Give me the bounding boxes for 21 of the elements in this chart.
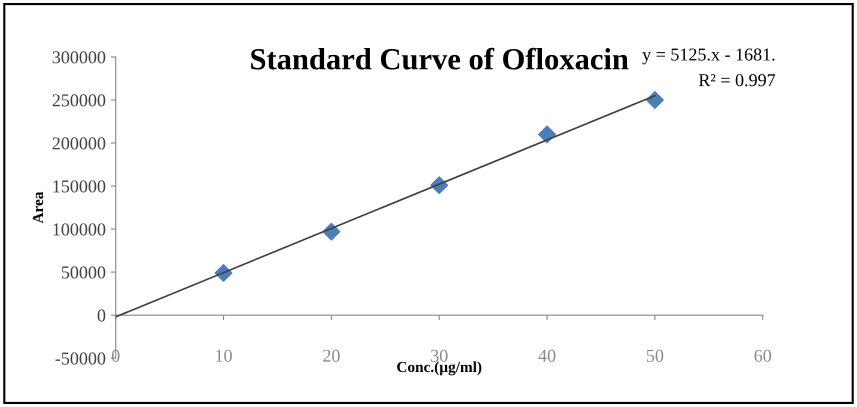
y-tick-label: 150000 — [53, 180, 106, 192]
y-tick-label: -50000 — [55, 352, 106, 365]
x-tick-label: 10 — [216, 350, 232, 362]
annotation: R² = 0.997 — [698, 74, 776, 86]
y-tick-label: 100000 — [53, 223, 106, 236]
x-tick-label: 30 — [431, 350, 448, 362]
y-tick-label: 300000 — [52, 51, 106, 64]
x-tick-label: 60 — [754, 350, 772, 362]
y-tick-label: 250000 — [52, 94, 106, 106]
chart-title: Standard Curve of Ofloxacin — [251, 48, 628, 70]
x-tick-label: 50 — [646, 350, 664, 362]
point — [646, 91, 664, 109]
y-tick-label: 200000 — [52, 137, 106, 150]
y-axis-title: Area — [32, 192, 44, 224]
y-tick-label: 50000 — [62, 266, 106, 279]
x-tick-label: 40 — [538, 350, 556, 362]
y-tick-label: 0 — [98, 309, 106, 322]
x-axis-title: Conc.(µg/ml) — [397, 361, 482, 376]
x-tick-label: 20 — [323, 350, 340, 362]
point — [538, 126, 556, 144]
annotation: y = 5125.x - 1681. — [642, 48, 774, 64]
